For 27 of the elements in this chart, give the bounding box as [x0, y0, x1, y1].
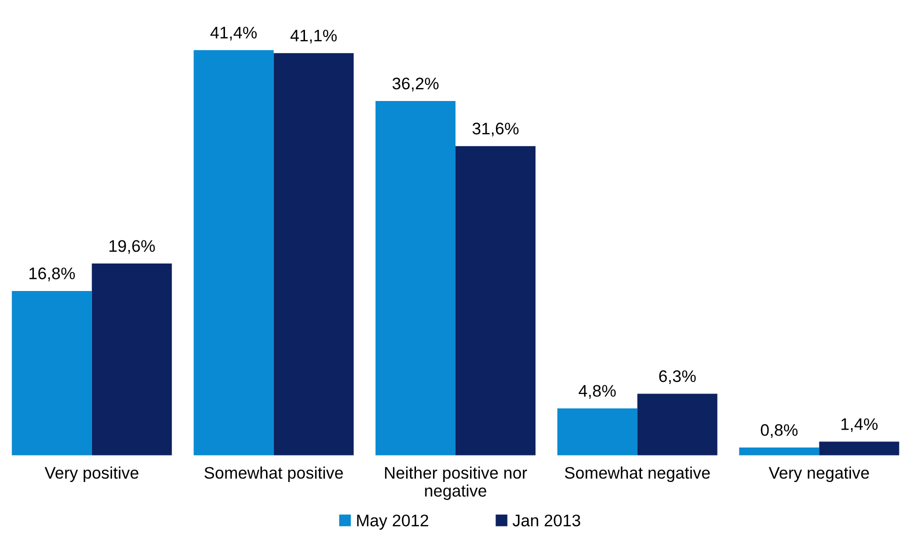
bar — [194, 50, 274, 456]
bar — [739, 448, 820, 456]
data-label: 19,6% — [109, 240, 155, 254]
x-tick-label: Somewhat negative — [564, 466, 710, 482]
x-tick-label: Very negative — [768, 466, 869, 482]
x-tick-label: Neither positive nor negative — [385, 466, 528, 500]
data-label: 36,2% — [392, 78, 439, 92]
bar — [376, 101, 456, 456]
bar — [557, 408, 638, 456]
data-label: 31,6% — [472, 122, 519, 136]
x-tick-label: Somewhat positive — [204, 466, 343, 482]
data-label: 0,8% — [760, 424, 798, 438]
data-label: 41,1% — [290, 30, 337, 44]
legend-label: May 2012 — [357, 514, 428, 530]
data-label: 16,8% — [29, 268, 75, 282]
data-label: 1,4% — [841, 418, 878, 432]
x-tick-label: Very positive — [44, 466, 138, 482]
bar — [12, 290, 92, 456]
bar — [456, 146, 536, 456]
data-label: 41,4% — [210, 26, 257, 40]
bar — [274, 53, 354, 456]
legend-label: Jan 2013 — [512, 514, 580, 526]
bar — [92, 264, 172, 456]
bar — [819, 442, 900, 456]
data-label: 6,3% — [659, 370, 696, 384]
bar — [637, 394, 718, 456]
data-label: 4,8% — [578, 384, 616, 399]
